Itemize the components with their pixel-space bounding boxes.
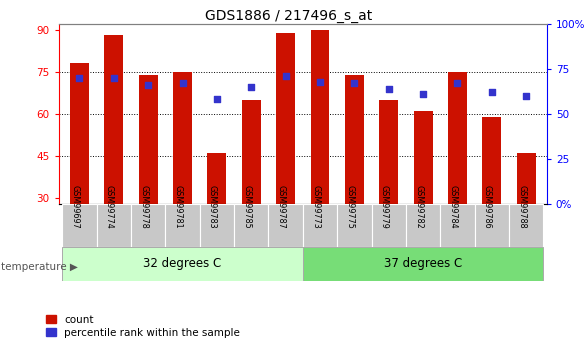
Bar: [337, 204, 372, 247]
Bar: [345, 75, 364, 204]
Bar: [414, 111, 433, 204]
Bar: [482, 117, 502, 204]
Bar: [131, 204, 165, 247]
Text: GSM99778: GSM99778: [139, 185, 148, 229]
Bar: [509, 204, 543, 247]
Bar: [517, 153, 536, 204]
Bar: [303, 204, 337, 247]
Bar: [242, 100, 260, 204]
Bar: [276, 32, 295, 204]
Text: GSM99787: GSM99787: [276, 185, 286, 229]
Point: [453, 81, 462, 86]
Bar: [303, 247, 543, 281]
Bar: [200, 204, 234, 247]
Text: GSM99697: GSM99697: [71, 185, 79, 229]
Bar: [372, 204, 406, 247]
Text: GSM99775: GSM99775: [345, 185, 355, 229]
Point: [109, 75, 119, 81]
Legend: count, percentile rank within the sample: count, percentile rank within the sample: [46, 315, 240, 338]
Bar: [448, 72, 467, 204]
Point: [419, 91, 428, 97]
Text: GSM99783: GSM99783: [208, 185, 217, 229]
Bar: [96, 204, 131, 247]
Bar: [406, 204, 440, 247]
Bar: [269, 204, 303, 247]
Bar: [104, 36, 123, 204]
Text: GSM99785: GSM99785: [242, 185, 251, 229]
Point: [315, 79, 325, 84]
Bar: [62, 204, 96, 247]
Text: GSM99784: GSM99784: [449, 185, 457, 229]
Text: temperature ▶: temperature ▶: [1, 263, 78, 272]
Text: GSM99774: GSM99774: [105, 185, 114, 229]
Title: GDS1886 / 217496_s_at: GDS1886 / 217496_s_at: [205, 9, 372, 23]
Point: [143, 82, 153, 88]
Text: 32 degrees C: 32 degrees C: [143, 257, 222, 270]
Bar: [173, 72, 192, 204]
Point: [487, 90, 496, 95]
Text: GSM99779: GSM99779: [380, 185, 389, 229]
Point: [522, 93, 531, 99]
Text: GSM99773: GSM99773: [311, 185, 320, 229]
Bar: [475, 204, 509, 247]
Text: GSM99786: GSM99786: [483, 185, 492, 229]
Bar: [234, 204, 269, 247]
Text: GSM99781: GSM99781: [173, 185, 182, 229]
Bar: [62, 247, 303, 281]
Bar: [208, 153, 226, 204]
Bar: [139, 75, 158, 204]
Text: GSM99788: GSM99788: [517, 185, 526, 229]
Point: [178, 81, 187, 86]
Text: 37 degrees C: 37 degrees C: [384, 257, 462, 270]
Point: [212, 97, 222, 102]
Point: [384, 86, 393, 91]
Point: [75, 75, 84, 81]
Bar: [310, 30, 329, 204]
Bar: [70, 63, 89, 204]
Bar: [379, 100, 398, 204]
Point: [350, 81, 359, 86]
Point: [246, 84, 256, 90]
Text: GSM99782: GSM99782: [414, 185, 423, 229]
Bar: [165, 204, 200, 247]
Point: [281, 73, 290, 79]
Bar: [440, 204, 475, 247]
